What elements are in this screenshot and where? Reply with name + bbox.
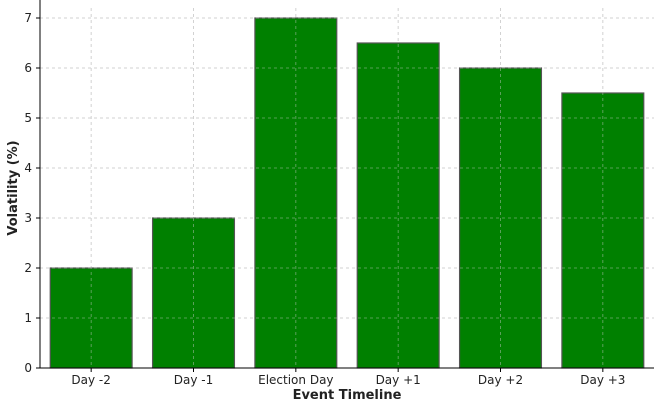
x-tick-label: Day +3 (580, 373, 625, 387)
bars-layer (49, 17, 645, 369)
y-axis-title: Volatility (%) (6, 140, 21, 235)
y-tick-label: 2 (24, 261, 32, 275)
y-tick-label: 6 (24, 61, 32, 75)
y-tick-label: 1 (24, 311, 32, 325)
y-tick-label: 0 (24, 361, 32, 375)
y-tick-label: 5 (24, 111, 32, 125)
axes-layer (39, 0, 654, 369)
ticks-layer: 0 1 2 3 4 5 6 7 Day -2 Day -1 Election Day Day +1 Da… (24, 11, 625, 387)
x-tick-label: Election Day (258, 373, 333, 387)
x-tick-label: Day -1 (174, 373, 213, 387)
x-tick-label: Day -2 (71, 373, 110, 387)
x-tick-label: Day +2 (478, 373, 523, 387)
y-tick-label: 3 (24, 211, 32, 225)
x-tick-label: Day +1 (376, 373, 421, 387)
x-axis-title: Event Timeline (293, 388, 402, 403)
y-tick-label: 4 (24, 161, 32, 175)
bar-day-1 (356, 42, 440, 369)
y-tick-label: 7 (24, 11, 32, 25)
